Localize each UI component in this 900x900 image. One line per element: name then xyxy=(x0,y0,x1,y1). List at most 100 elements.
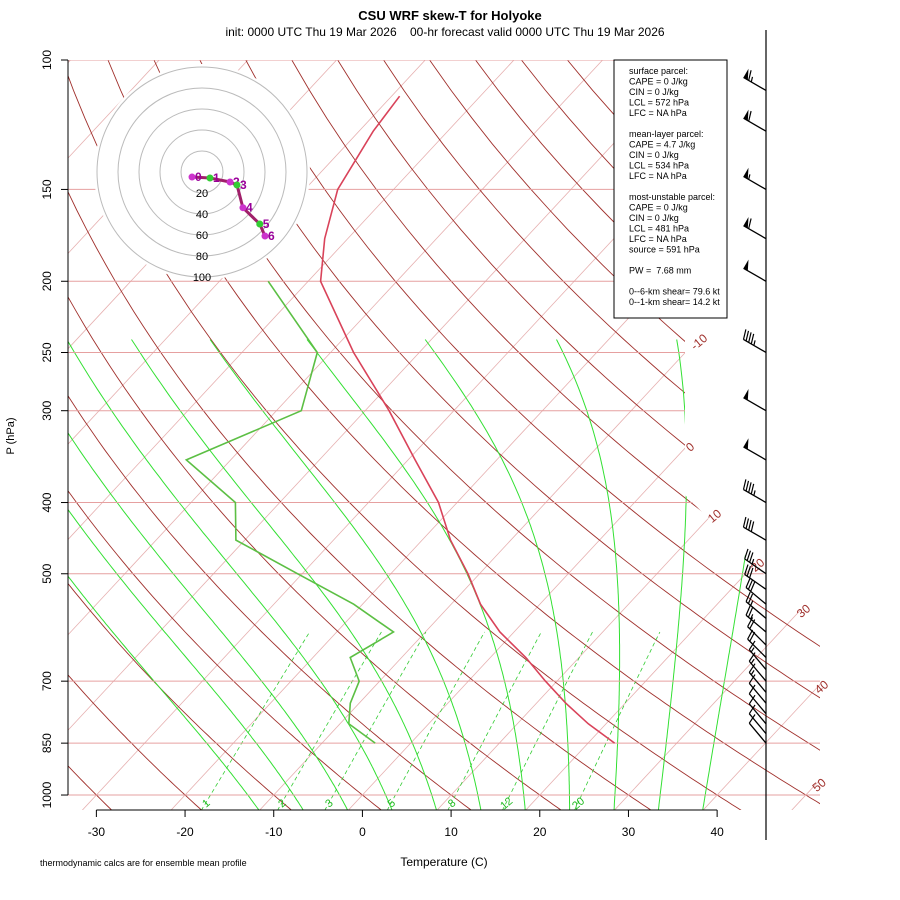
barb-feather xyxy=(748,640,756,650)
wind-barb xyxy=(743,167,767,190)
barb-half-feather xyxy=(753,490,756,496)
barb-half-feather xyxy=(748,174,751,180)
barb-feather xyxy=(745,591,751,602)
barb-flag xyxy=(743,259,749,271)
stats-text: LCL = 481 hPa xyxy=(629,224,689,234)
barb-feather xyxy=(746,566,752,577)
barb-flag xyxy=(743,109,749,121)
y-tick-label: 400 xyxy=(40,492,54,512)
barb-feather xyxy=(745,480,750,492)
wind-barb xyxy=(744,548,767,575)
barb-staff xyxy=(748,649,767,670)
mixing-ratio-line xyxy=(574,631,661,810)
barb-staff xyxy=(743,526,767,541)
barb-feather xyxy=(744,564,749,575)
barb-half-feather xyxy=(751,558,755,565)
hodograph-point xyxy=(233,181,241,189)
stats-text: CIN = 0 J/kg xyxy=(629,87,679,97)
barb-feather xyxy=(748,704,756,715)
barb-staff xyxy=(747,638,767,658)
barb-feather xyxy=(746,550,752,561)
barb-feather xyxy=(747,617,754,627)
wind-barb xyxy=(743,109,767,132)
stats-text: LFC = NA hPa xyxy=(629,234,687,244)
stats-text: CIN = 0 J/kg xyxy=(629,213,679,223)
moist-adiabat xyxy=(556,339,621,810)
chart-title: CSU WRF skew-T for Holyoke xyxy=(358,8,541,23)
barb-staff xyxy=(744,573,767,590)
x-tick-label: -10 xyxy=(265,825,283,839)
barb-feather xyxy=(748,694,756,705)
wind-barb xyxy=(748,640,767,670)
barb-staff xyxy=(748,722,767,744)
barb-feather xyxy=(742,329,747,340)
barb-staff xyxy=(744,558,767,575)
hodograph-ring-label: 60 xyxy=(196,230,208,242)
dry-adiabat xyxy=(68,60,675,810)
barb-staff xyxy=(743,175,767,190)
barb-feather xyxy=(749,631,756,642)
dry-adiabat xyxy=(68,60,584,810)
wind-barb xyxy=(747,629,767,658)
moist-adiabat xyxy=(424,339,571,810)
dry-adiabat xyxy=(228,60,820,810)
hodograph-height-label: 1 xyxy=(213,171,220,185)
barb-feather xyxy=(747,607,754,618)
x-tick-label: -20 xyxy=(176,825,194,839)
stats-text: CAPE = 4.7 J/kg xyxy=(629,140,695,150)
barb-staff xyxy=(743,338,767,354)
isotherm-label: 0 xyxy=(683,439,697,454)
y-tick-label: 1000 xyxy=(40,781,54,808)
y-tick-label: 250 xyxy=(40,342,54,362)
mixing-ratio-line xyxy=(200,631,310,810)
barb-feather xyxy=(748,70,752,81)
wind-barb xyxy=(743,259,767,282)
hodograph-point xyxy=(261,232,269,240)
chart-subtitle: init: 0000 UTC Thu 19 Mar 2026 00-hr for… xyxy=(225,25,664,39)
barb-half-feather xyxy=(750,76,754,83)
mixing-ratio-label: 2 xyxy=(276,797,288,810)
y-tick-label: 100 xyxy=(40,50,54,70)
dry-adiabat xyxy=(139,60,820,810)
x-tick-label: -30 xyxy=(88,825,106,839)
barb-feather xyxy=(748,519,752,531)
barb-half-feather xyxy=(750,658,755,664)
mixing-ratio-line xyxy=(447,631,542,810)
dry-adiabat xyxy=(68,60,128,810)
stats-text: CIN = 0 J/kg xyxy=(629,150,679,160)
stats-box xyxy=(613,59,728,319)
barb-flag xyxy=(743,438,749,450)
barb-staff xyxy=(748,682,767,704)
moist-adiabat xyxy=(306,339,526,810)
stats-text: 0--1-km shear= 14.2 kt xyxy=(629,297,720,307)
wind-barb xyxy=(748,652,767,682)
barb-staff xyxy=(743,76,767,91)
hodograph-ring xyxy=(180,150,224,194)
mixing-ratio-line xyxy=(501,631,593,810)
stats-text: 0--6-km shear= 79.6 kt xyxy=(629,287,720,297)
hodograph-point xyxy=(206,174,214,182)
barb-feather xyxy=(749,619,756,630)
dry-adiabat xyxy=(68,60,220,810)
wind-barb xyxy=(748,663,767,693)
stats-text: CAPE = 0 J/kg xyxy=(629,77,688,87)
mixing-ratio-label: 5 xyxy=(386,797,398,810)
y-tick-label: 500 xyxy=(40,563,54,583)
stats-text: mean-layer parcel: xyxy=(629,129,704,139)
barb-feather xyxy=(748,674,756,684)
dry-adiabat xyxy=(68,60,766,810)
footnote: thermodynamic calcs are for ensemble mea… xyxy=(40,858,247,868)
stats-text: LFC = NA hPa xyxy=(629,108,687,118)
barb-staff xyxy=(748,660,767,682)
wind-barb xyxy=(748,694,767,725)
barb-half-feather xyxy=(753,340,756,346)
moist-adiabat xyxy=(68,339,305,810)
isotherm-label: 10 xyxy=(705,506,724,526)
stats-text: LCL = 534 hPa xyxy=(629,161,689,171)
hodograph-height-label: 3 xyxy=(240,178,247,192)
barb-feather xyxy=(748,110,752,122)
barb-feather xyxy=(748,652,756,662)
x-tick-label: 20 xyxy=(533,825,547,839)
barb-feather xyxy=(750,483,755,495)
